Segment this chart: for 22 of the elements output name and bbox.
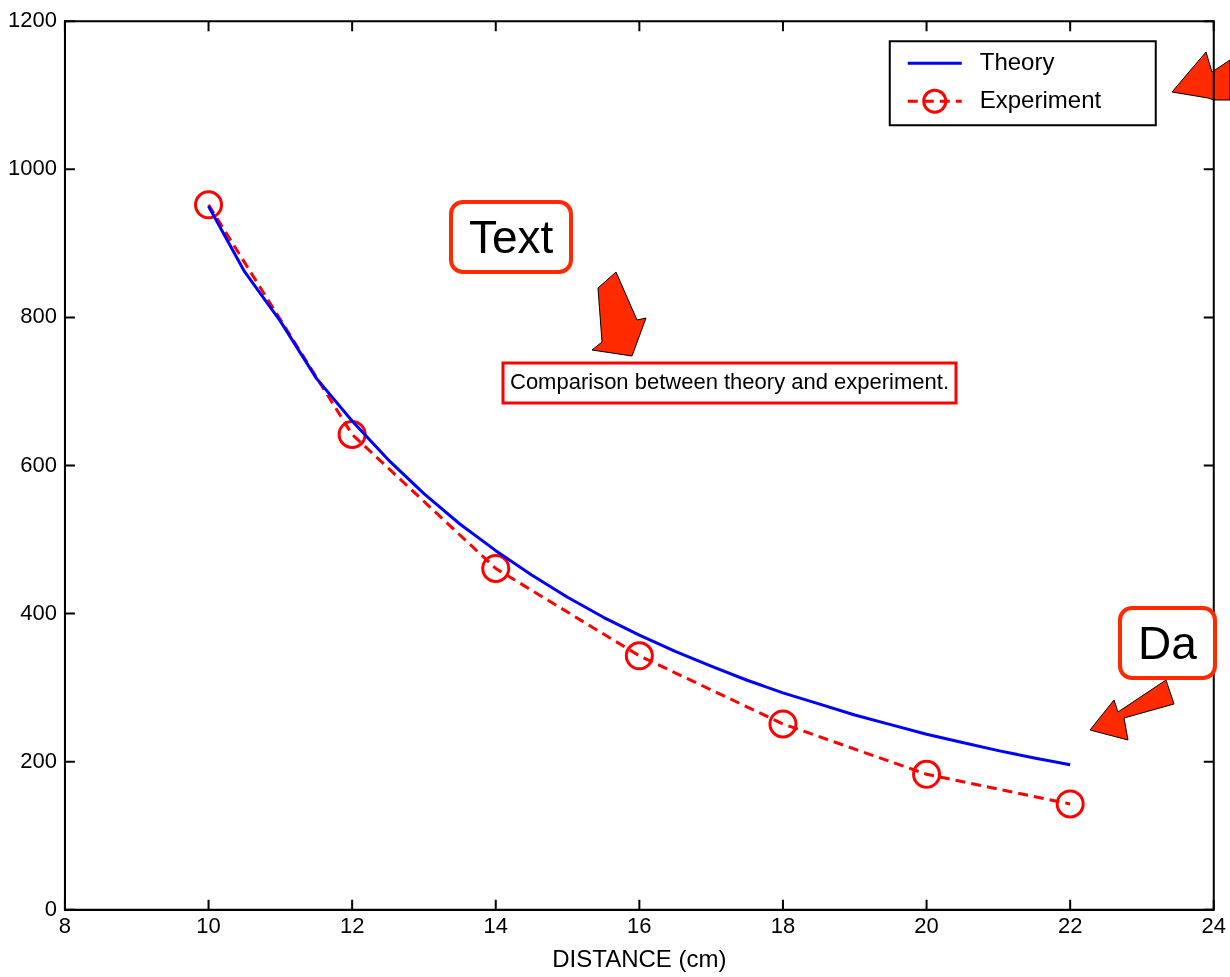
x-tick-label: 24 (1201, 913, 1227, 939)
annotation: Text (449, 200, 574, 274)
x-tick-label: 14 (483, 913, 508, 939)
x-tick-label: 8 (58, 913, 72, 939)
x-tick-label: 20 (914, 913, 939, 939)
x-tick-label: 22 (1057, 913, 1083, 939)
x-tick-label: 16 (627, 913, 652, 939)
annotation: Da (1118, 606, 1217, 680)
annotation: Comparison between theory and experiment. (510, 369, 950, 395)
x-tick-label: 12 (339, 913, 365, 939)
y-tick-label: 1000 (7, 155, 57, 181)
x-tick-label: 18 (770, 913, 796, 939)
y-tick-label: 1200 (7, 7, 57, 33)
legend-label: Experiment (979, 85, 1102, 113)
x-axis-title: DISTANCE (cm) (552, 945, 727, 973)
x-tick-label: 10 (196, 913, 221, 939)
legend-label: Theory (979, 47, 1055, 75)
y-tick-label: 200 (20, 747, 57, 773)
y-tick-label: 0 (44, 895, 57, 921)
y-tick-label: 600 (20, 451, 57, 477)
y-tick-label: 800 (20, 303, 57, 329)
y-tick-label: 400 (20, 599, 57, 625)
